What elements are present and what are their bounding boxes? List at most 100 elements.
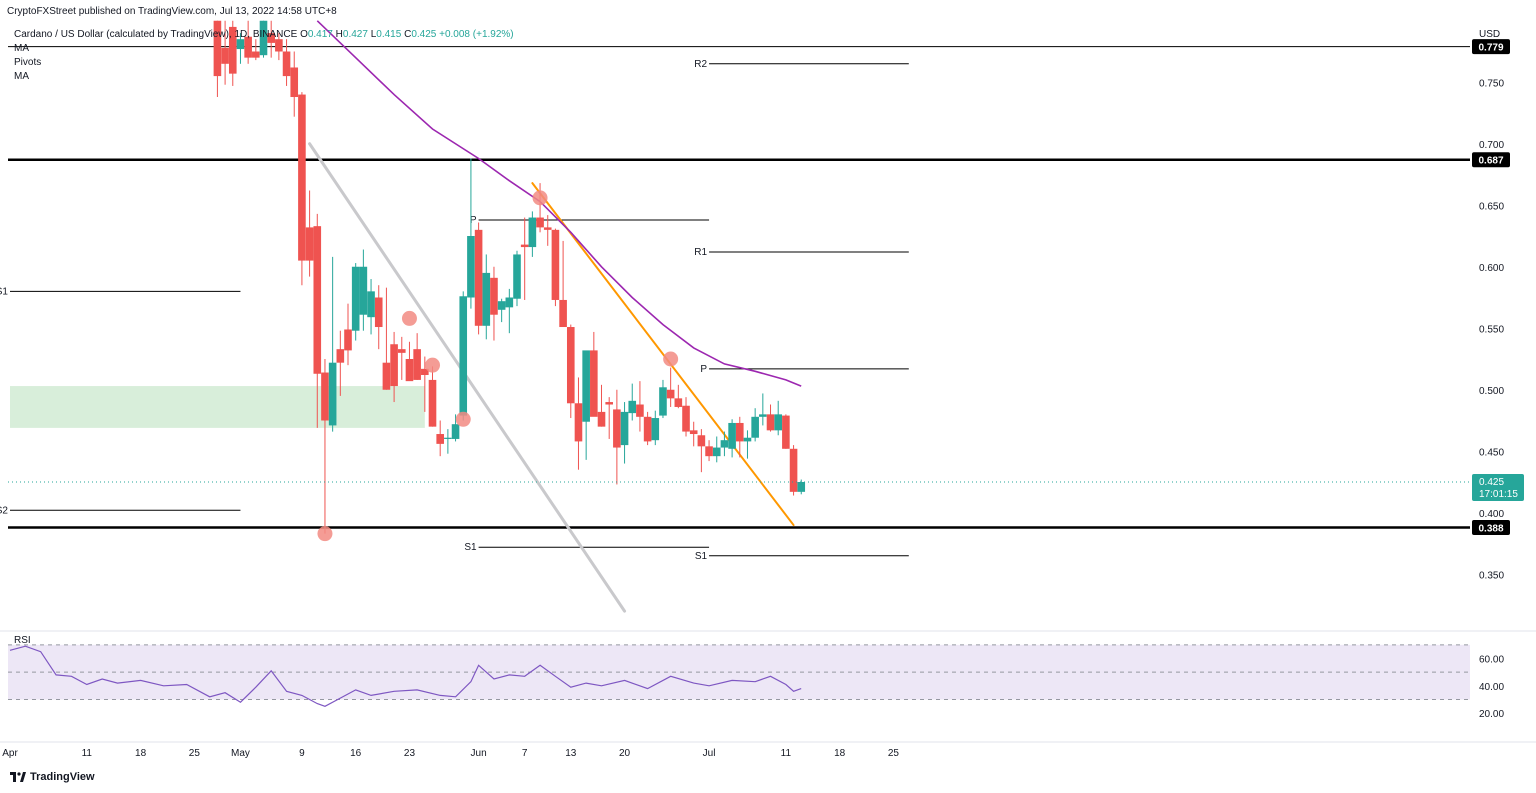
candle-body [636,404,644,417]
candle-body [351,266,360,331]
candle-body [382,362,391,390]
candle-body [705,446,713,457]
candle-body [774,414,782,431]
candle-body [221,47,229,64]
candle-body [605,402,613,405]
candle-body [559,299,567,328]
candle-body [712,447,721,457]
candle-body [582,350,590,422]
candle-body [666,389,675,399]
time-tick-label: 20 [619,748,631,759]
candle-body [436,434,444,444]
moving-average-line [316,20,802,387]
time-tick-label: 11 [82,748,93,759]
indicator-pivots[interactable]: Pivots [14,57,42,68]
candle-body [566,327,575,404]
symbol-name: Cardano / US Dollar (calculated by Tradi… [14,29,298,40]
price-tick-label: 0.700 [1479,140,1504,151]
candle-body [743,437,752,442]
candle-body [697,435,706,447]
candle-body [282,51,291,77]
horizontal-levels-layer [8,46,1470,529]
time-tick-label: 18 [834,748,846,759]
highlight-marker [455,411,471,427]
candle-body [759,414,767,417]
candle-body [474,229,483,326]
price-tick-label: 0.350 [1479,570,1504,581]
candle-body [397,349,406,353]
pivot-label-p: P [700,364,707,375]
pivots-layer: S1 S2 P S1 R2 R1 P S1 [0,59,909,562]
candle-body [421,368,429,375]
candle-body [651,418,660,441]
candle-body [328,362,337,426]
indicator-ma-2[interactable]: MA [14,71,29,82]
tradingview-logo-text: TradingView [30,771,95,783]
ohlc-values: O0.417 H0.427 L0.415 C0.425 +0.008 (+1.9… [300,29,514,40]
time-tick-label: 9 [299,748,305,759]
time-tick-label: 18 [135,748,147,759]
candles-layer [213,20,806,534]
highlight-marker [401,310,417,326]
candle-body [659,387,667,416]
candle-body [574,403,583,442]
indicator-ma-1[interactable]: MA [14,43,29,54]
candle-body [275,39,283,52]
price-tick-label: 0.750 [1479,78,1504,89]
candle-body [259,20,268,56]
pivot-label-r2: R2 [694,59,707,70]
pivot-label-s1: S1 [695,551,708,562]
pivot-label-s1: S1 [0,286,8,297]
highlight-marker [317,526,333,542]
rsi-tick-label: 60.00 [1479,655,1504,666]
time-axis[interactable]: Apr 11 18 25 May 9 16 23 Jun 7 13 20 Jul 11 18 25 [0,741,1536,759]
candle-body [620,411,629,446]
candle-body [252,51,260,58]
trendline-gray [308,142,627,613]
candle-body [643,416,652,442]
highlight-marker [425,357,441,373]
candle-body [374,297,383,328]
candle-body [789,448,798,492]
rsi-label: RSI [14,635,31,646]
candle-body [505,297,514,308]
last-price-label: 0.425 [1479,477,1504,488]
candle-body [720,440,729,448]
candle-body [321,372,329,421]
level-badge [1472,152,1510,168]
price-axis[interactable]: 0.750 0.700 0.650 0.600 0.550 0.500 0.450 0.400… [1479,78,1504,581]
rsi-pane: RSI 60.00 40.00 20.00 [0,630,1536,720]
candle-body [298,94,306,261]
candle-body [674,398,683,407]
candle-body [213,20,222,77]
candle-body [797,482,806,492]
pivot-label-r1: R1 [694,247,707,258]
candle-body [444,437,452,439]
rsi-tick-label: 20.00 [1479,709,1504,720]
time-tick-label: 25 [888,748,900,759]
price-tick-label: 0.600 [1479,263,1504,274]
candle-body [490,277,498,315]
rsi-line [9,645,802,707]
time-tick-label: May [231,748,250,759]
pivot-label-p: P [470,215,477,226]
candle-body [359,266,368,315]
moving-average-layer [316,20,802,387]
price-tick-label: 0.650 [1479,201,1504,212]
candle-body [735,422,744,442]
trendline-orange [531,182,795,527]
time-tick-label: Jun [471,748,487,759]
tradingview-logo[interactable]: TradingView [10,771,95,783]
candle-body [313,226,322,374]
candle-body [628,400,637,414]
time-tick-label: 16 [350,748,362,759]
candle-body [682,405,690,432]
candle-body [467,236,475,298]
candle-body [536,217,544,228]
candle-body [590,350,598,417]
tradingview-logo-icon [10,772,26,782]
pivot-label-s2: S2 [0,505,8,516]
time-tick-label: 23 [404,748,416,759]
demand-zone-layer [10,386,425,428]
